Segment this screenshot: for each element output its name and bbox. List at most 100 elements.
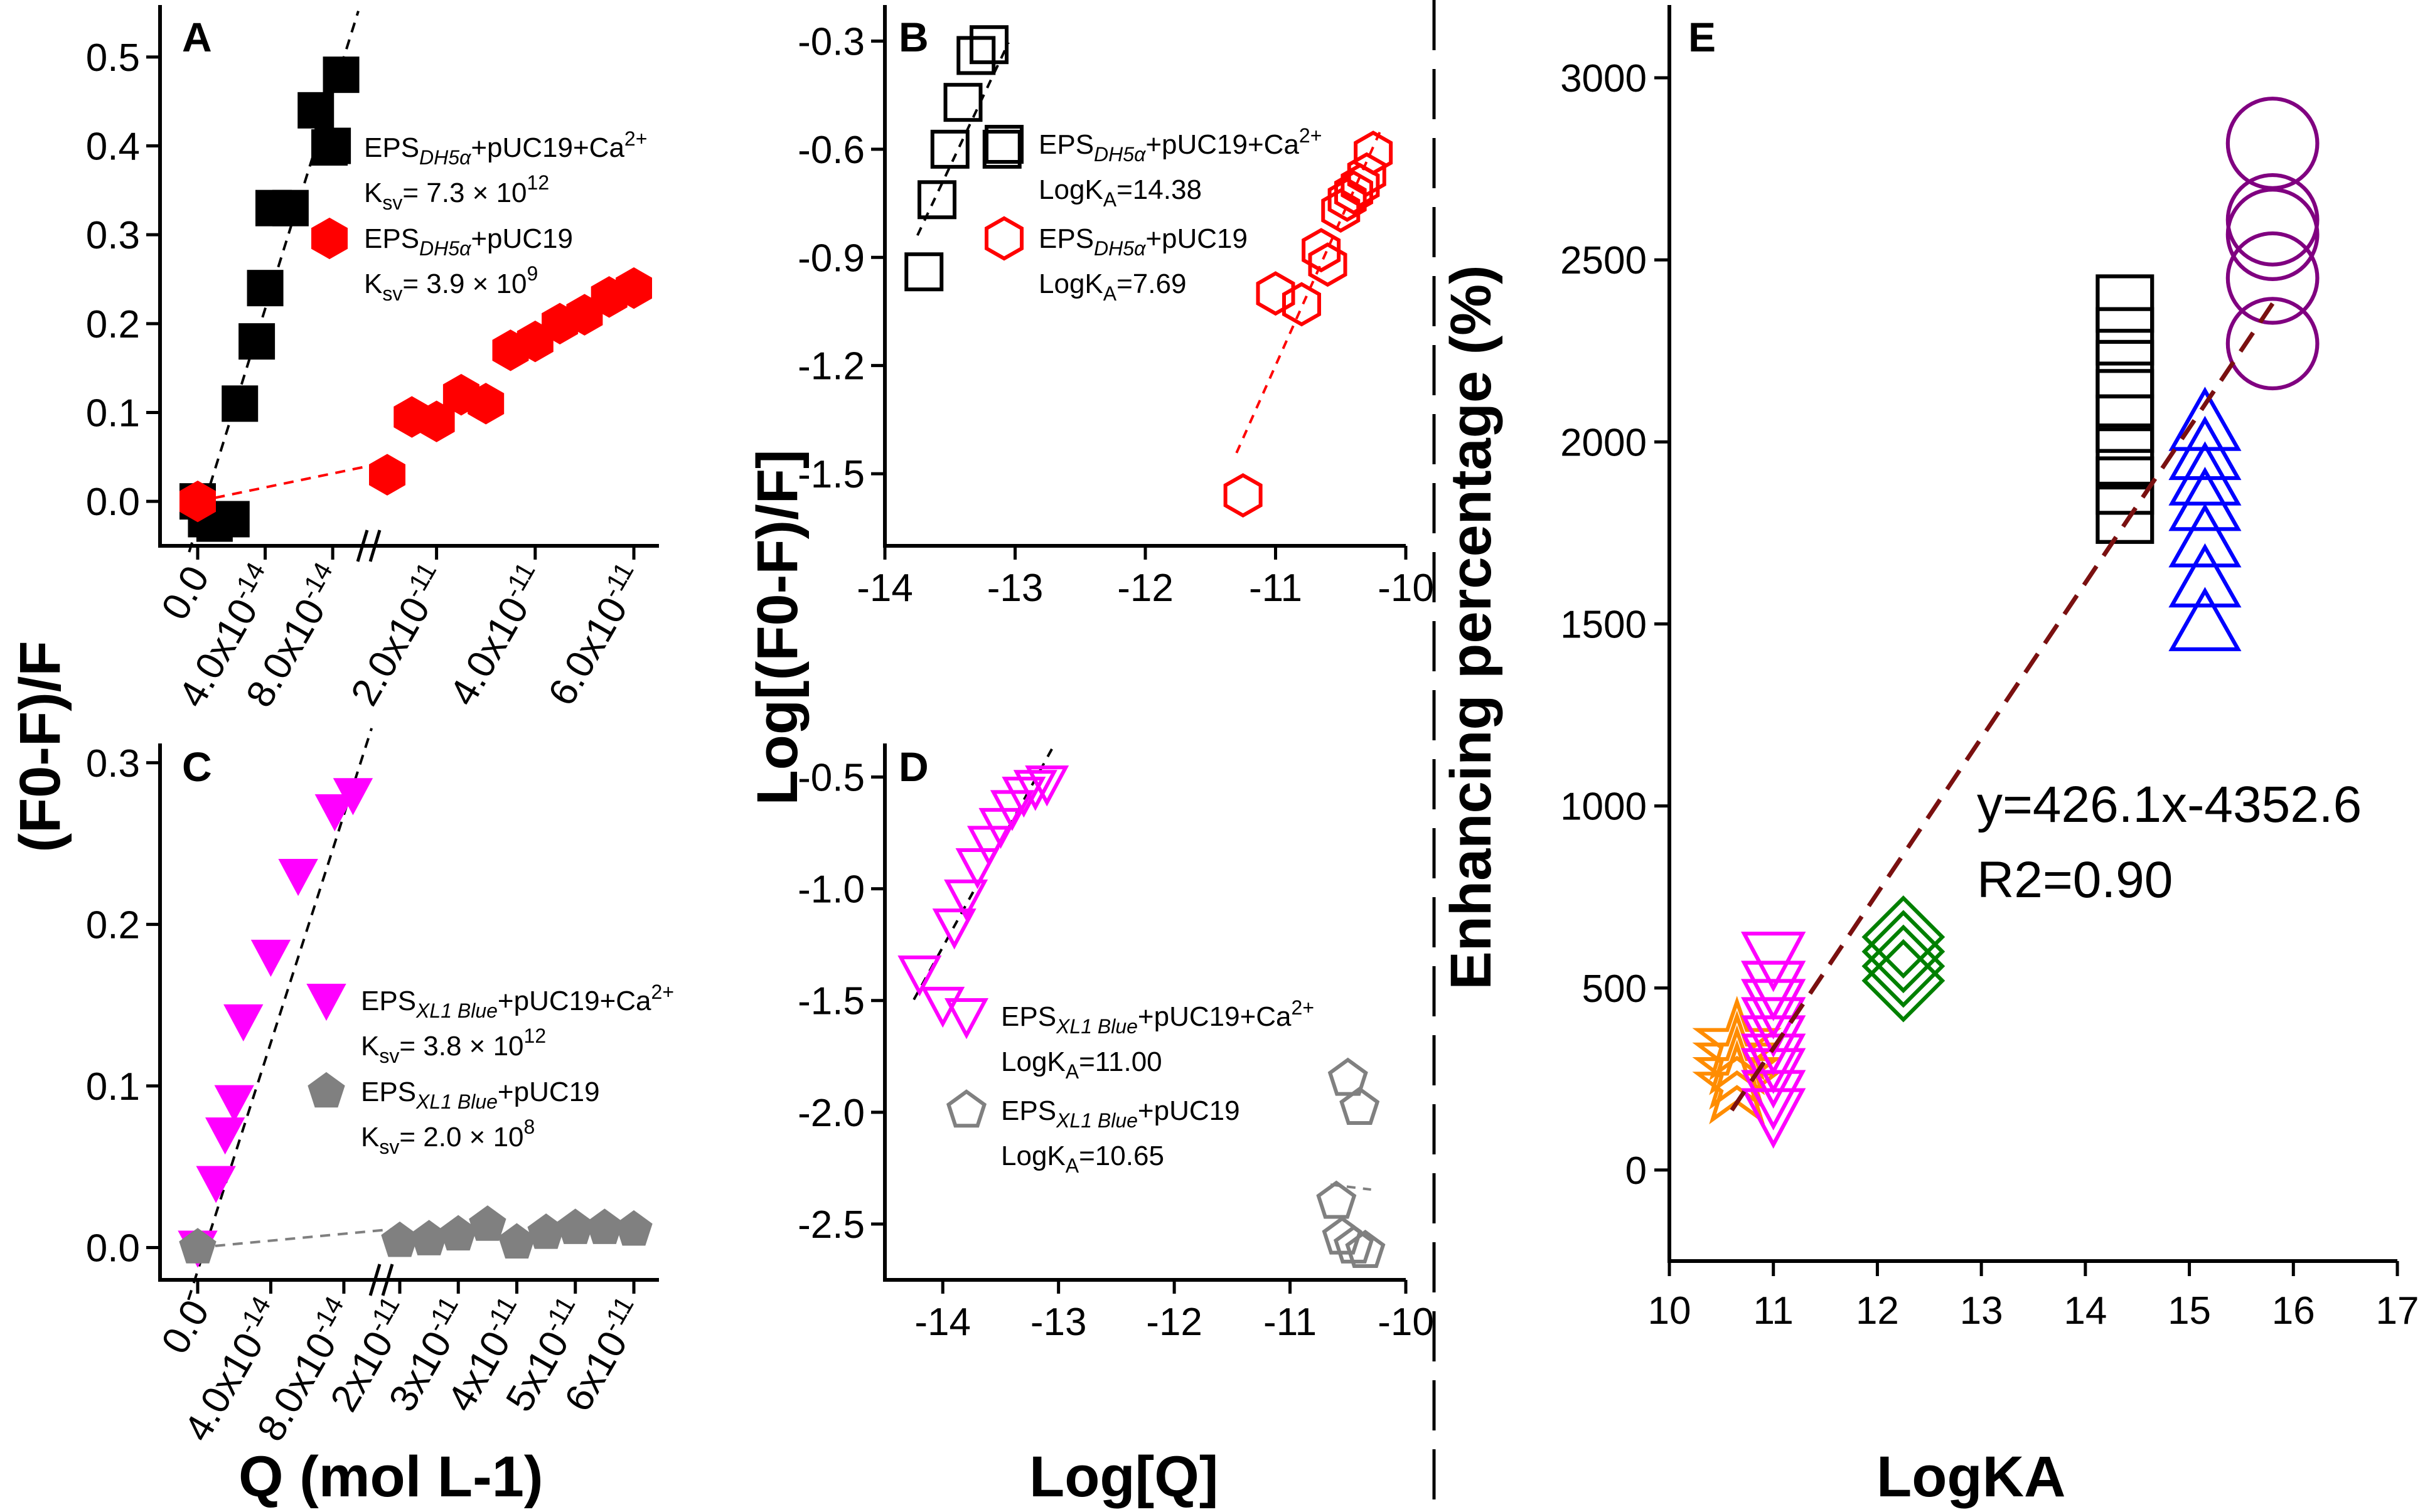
data-point [247,270,284,307]
panel-e-label: E [1688,14,1716,60]
legend-ksv: Ksv= 2.0 × 108 [361,1115,535,1158]
legend-marker [987,218,1022,258]
data-point [1226,476,1261,516]
data-point [323,56,360,93]
data-point [279,859,318,896]
panel-a-legend: EPSDH5α+pUC19+Ca2+Ksv= 7.3 × 1012 EPSDH5α… [311,127,647,305]
fit-line [916,41,1010,237]
panel-b-legend: EPSDH5α+pUC19+Ca2+ LogKA=14.38 EPSDH5α+pUC… [987,124,1322,305]
y-tick-label: -0.3 [798,20,865,63]
x-tick-label: 17 [2376,1289,2419,1333]
x-tick-label: 12 [1856,1289,1899,1333]
y-tick-label: 500 [1582,967,1647,1011]
fit-line [197,1227,400,1249]
panel-bd-y-title: Log[(F0-F)/F] [746,449,810,805]
y-tick-label: 0.5 [86,36,140,80]
x-tick-label: -14 [857,567,913,610]
data-point [469,1205,506,1241]
panel-c-axes [158,743,659,1282]
x-tick-label: 14 [2063,1289,2107,1333]
panel-b-label: B [899,14,929,60]
y-tick-label: 0.4 [86,125,140,169]
y-tick-label: -1.5 [798,453,865,496]
panel-c-x-title: Q (mol L-1) [238,1445,543,1509]
legend-marker [308,1072,345,1108]
x-tick-label: 4.0x10-11 [439,557,555,713]
x-tick-label: 16 [2272,1289,2315,1333]
data-point [906,254,941,289]
data-point [2172,507,2238,565]
x-tick-label: 0.0 [153,559,218,627]
legend-logka: LogKA=7.69 [1039,269,1186,305]
panel-d-axes [883,743,1406,1282]
legend-label: EPSXL1 Blue+pUC19 [1001,1095,1240,1132]
data-point [919,182,955,217]
y-tick-label: 0.2 [86,303,140,346]
panel-a-axis-break [356,530,382,562]
data-point [933,132,968,167]
panel-c-label: C [182,743,212,790]
data-point [381,1222,419,1257]
x-tick-label: 2.0x10-11 [340,557,457,713]
data-point [615,1210,653,1246]
y-tick-label: 2000 [1560,421,1647,464]
legend-ksv: Ksv= 3.8 × 1012 [361,1025,546,1067]
y-tick-label: 0.1 [86,392,140,435]
panel-d-x-title: Log[Q] [1029,1445,1218,1509]
data-point [251,939,291,976]
y-tick-label: -2.0 [798,1092,865,1135]
data-point [297,92,335,129]
x-tick-label: -14 [914,1301,971,1344]
x-tick-label: -12 [1117,567,1174,610]
data-point [272,189,309,226]
x-tick-label: 11 [1753,1289,1794,1333]
y-tick-label: 1500 [1560,603,1647,646]
legend-logka: LogKA=14.38 [1039,174,1202,211]
y-tick-label: 0.0 [86,481,140,524]
panel-c: 0.00.10.20.3 0.04.0x10-148.0x10-142x10-1… [86,728,674,1509]
x-tick-label: -11 [1249,567,1302,610]
fit-line [187,728,373,1301]
fit-line [197,461,388,503]
y-tick-label: 0.3 [86,214,140,257]
data-point [238,323,276,360]
data-point [2172,547,2238,605]
data-point [222,385,259,422]
legend-marker [307,984,346,1020]
y-tick-label: 0.3 [86,742,140,785]
y-tick-label: 0.2 [86,903,140,947]
panel-d-label: D [899,743,929,790]
panel-a-axes [158,5,659,548]
data-point [527,1213,565,1249]
panel-c-axis-break [368,1264,394,1296]
panel-d-legend: EPSXL1 Blue+pUC19+Ca2+ LogKA=11.00 EPSXL1 … [948,996,1314,1177]
legend-label: EPSDH5α+pUC19+Ca2+ [1039,124,1322,166]
legend-label: EPSDH5α+pUC19 [364,223,573,260]
y-tick-label: -1.5 [798,980,865,1023]
fit-line [1730,294,2280,1112]
y-tick-label: -0.6 [798,129,865,172]
y-tick-label: 2500 [1560,239,1647,282]
legend-label: EPSXL1 Blue+pUC19+Ca2+ [361,981,674,1022]
data-point [958,38,993,73]
legend-ksv: Ksv= 3.9 × 109 [364,262,538,305]
legend-ksv: Ksv= 7.3 × 1012 [364,171,549,214]
legend-logka: LogKA=11.00 [1001,1046,1162,1083]
data-point [1356,133,1391,173]
fit-r-squared: R2=0.90 [1977,851,2173,908]
legend-label: EPSDH5α+pUC19+Ca2+ [364,127,647,169]
x-tick-label: -13 [987,567,1044,610]
legend-logka: LogKA=10.65 [1001,1141,1164,1177]
legend-marker [311,129,348,166]
legend-label: EPSXL1 Blue+pUC19 [361,1077,600,1113]
legend-label: EPSDH5α+pUC19 [1039,223,1248,260]
x-tick-label: -10 [1378,567,1434,610]
legend-marker [949,1092,985,1126]
x-tick-label: -11 [1263,1301,1317,1344]
y-tick-label: -0.5 [798,756,865,799]
data-point [410,1220,448,1255]
panel-a-label: A [182,14,212,60]
data-point [196,1166,236,1203]
x-tick-label: 0.0 [153,1293,218,1361]
